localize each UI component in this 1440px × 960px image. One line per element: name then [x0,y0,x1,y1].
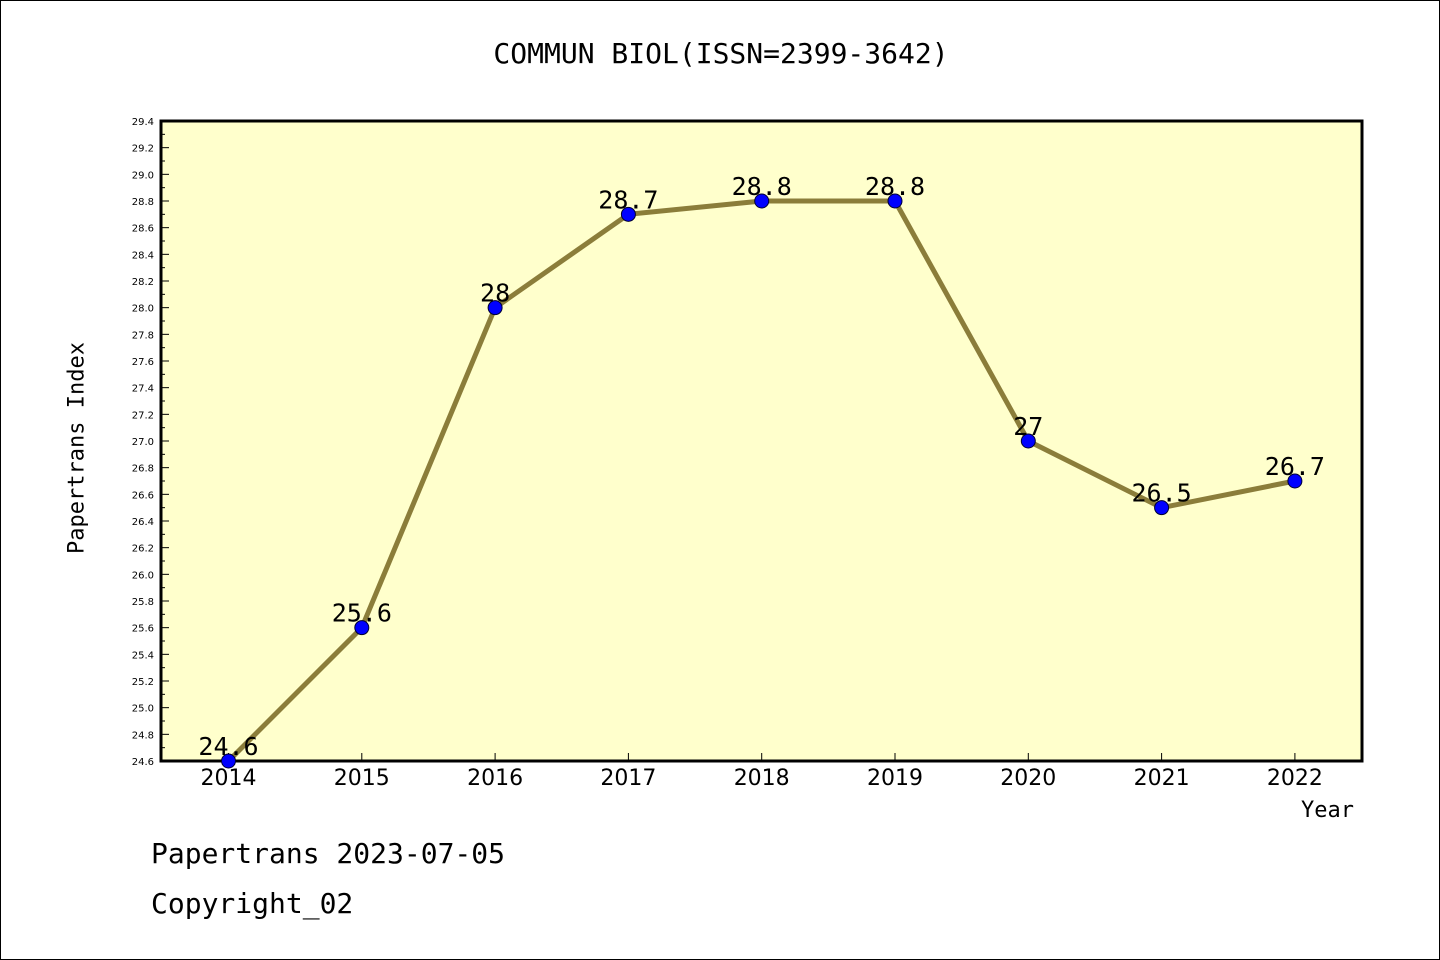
y-tick-label: 26.4 [132,517,154,528]
y-tick-label: 28.2 [132,277,154,288]
y-tick-label: 25.6 [132,624,154,635]
data-point [487,300,503,316]
plot-area [159,119,1364,763]
y-tick-label: 27.6 [132,357,154,368]
y-tick-label: 25.2 [132,677,154,688]
y-tick-label: 25.4 [132,650,154,661]
y-tick-label: 28.0 [132,304,154,315]
y-tick-label: 25.8 [132,597,154,608]
data-point [1154,500,1170,516]
x-axis-label: Year [1301,798,1354,823]
x-tick-label: 2018 [734,766,790,791]
x-tick-label: 2014 [201,766,257,791]
y-tick-label: 28.6 [132,224,154,235]
y-tick-label: 27.2 [132,410,154,421]
x-tick-label: 2019 [867,766,923,791]
x-tick-label: 2017 [600,766,656,791]
x-tick-label: 2022 [1267,766,1323,791]
data-point [620,206,636,222]
data-label: 28 [480,279,510,308]
y-tick-label: 27.4 [132,384,154,395]
series-line-group: 24.6 25.6 28 28.7 28.8 28.8 27 26.5 26.7 [198,172,1325,769]
data-label: 27 [1013,412,1043,441]
y-tick-label: 28.8 [132,197,154,208]
y-tick-label: 26.0 [132,570,154,581]
y-tick-label: 24.6 [132,757,154,768]
y-tick-label: 27.0 [132,437,154,448]
y-tick-label: 29.0 [132,170,154,181]
footer-source-date: Papertrans 2023-07-05 [151,837,506,870]
y-tick-label: 25.0 [132,704,154,715]
y-tick-label: 26.6 [132,490,154,501]
data-point [221,753,236,769]
data-label: 26.7 [1265,452,1325,481]
data-label: 26.5 [1131,479,1191,508]
x-tick-label: 2016 [467,766,523,791]
x-tick-label: 2021 [1134,766,1190,791]
y-tick-label: 24.8 [132,730,154,741]
data-label: 28.8 [865,172,925,201]
y-axis-ticks: 24.6 24.8 25.0 25.2 25.4 25.6 25.8 26.0 26.2 26.4… [132,117,169,768]
data-label: 25.6 [332,599,392,628]
data-label: 28.7 [598,185,658,214]
data-point [754,193,770,209]
data-point [1020,433,1036,449]
y-tick-label: 29.2 [132,144,154,155]
data-label: 28.8 [732,172,792,201]
x-tick-label: 2015 [334,766,390,791]
y-tick-label: 26.2 [132,544,154,555]
chart-title: COMMUN BIOL(ISSN=2399-3642) [493,37,949,70]
y-tick-label: 29.4 [132,117,154,128]
data-point [1287,473,1303,489]
x-tick-label: 2020 [1000,766,1056,791]
y-tick-label: 27.8 [132,330,154,341]
data-point [354,620,370,636]
data-label: 24.6 [198,732,258,761]
y-tick-label: 26.8 [132,464,154,475]
footer-copyright: Copyright_02 [151,887,354,920]
data-point [887,193,903,209]
y-tick-label: 28.4 [132,250,154,261]
x-axis-ticks: 2014 2015 2016 2017 2018 2019 2020 2021 2022 [201,753,1323,791]
